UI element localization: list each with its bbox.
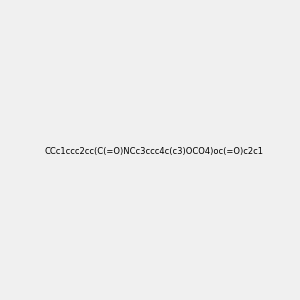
Text: CCc1ccc2cc(C(=O)NCc3ccc4c(c3)OCO4)oc(=O)c2c1: CCc1ccc2cc(C(=O)NCc3ccc4c(c3)OCO4)oc(=O)…: [44, 147, 263, 156]
